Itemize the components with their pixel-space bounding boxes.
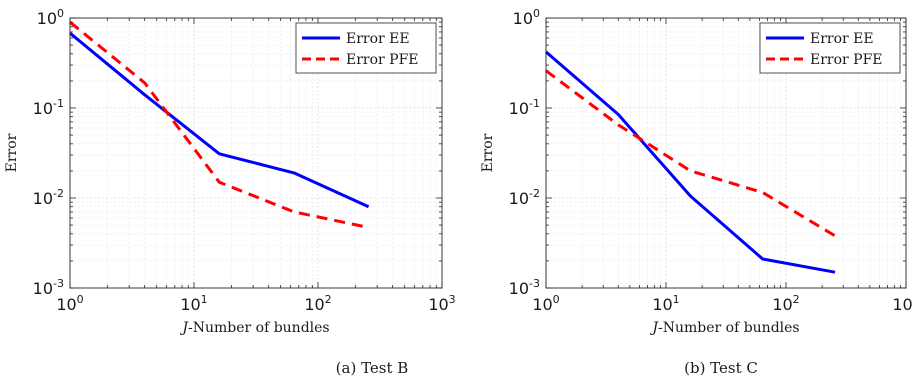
chart-panel-2: 100 101 102 103 10-3 10-2 10-1 100 J-Number of b…: [480, 7, 912, 377]
legend-box: [759, 22, 901, 74]
legend-entry-label: Error EE: [810, 31, 874, 47]
x-tick-label: 102: [772, 293, 799, 314]
y-tick-label: 10-2: [509, 187, 540, 208]
figure-caption: (b) Test C: [684, 359, 758, 377]
axes-box: [69, 17, 443, 289]
axes-box: [545, 17, 907, 289]
y-tick-label: 10-1: [33, 97, 64, 118]
legend: Error EE Error PFE: [759, 22, 901, 74]
x-axis-label: J-Number of bundles: [649, 320, 799, 336]
x-axis-label: J-Number of bundles: [179, 320, 329, 336]
chart-panel-1: 100 101 102 103 10-3 10-2 10-1 100 J-Number of b…: [4, 7, 456, 377]
series-line-error-pfe: [545, 69, 836, 238]
legend-entry-label: Error PFE: [810, 52, 883, 68]
y-axis-label: Error: [4, 133, 20, 172]
y-tick-label: 100: [37, 7, 64, 28]
y-tick-label: 10-1: [509, 97, 540, 118]
x-tick-label: 103: [428, 293, 455, 314]
series-line-error-ee: [69, 31, 370, 209]
legend-box: [295, 22, 437, 74]
x-tick-label: 100: [56, 293, 83, 314]
x-tick-label: 100: [532, 293, 559, 314]
x-tick-label: 103: [892, 293, 912, 314]
legend: Error EE Error PFE: [295, 22, 437, 74]
y-tick-label: 10-3: [509, 277, 540, 298]
legend-entry-label: Error EE: [346, 31, 410, 47]
y-tick-label: 100: [513, 7, 540, 28]
legend-entry-label: Error PFE: [346, 52, 419, 68]
series-line-error-pfe: [69, 20, 369, 229]
y-tick-label: 10-3: [33, 277, 64, 298]
series-line-error-ee: [545, 50, 836, 274]
x-tick-label: 101: [652, 293, 679, 314]
x-tick-label: 101: [180, 293, 207, 314]
x-tick-label: 102: [304, 293, 331, 314]
y-tick-label: 10-2: [33, 187, 64, 208]
figure-caption: (a) Test B: [336, 359, 409, 377]
y-axis-label: Error: [480, 133, 496, 172]
